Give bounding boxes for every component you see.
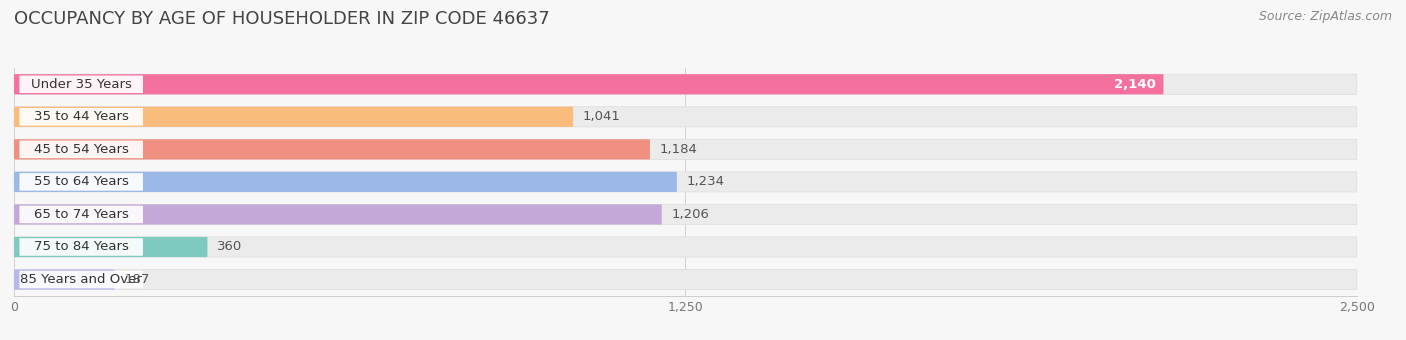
Text: 187: 187 xyxy=(124,273,149,286)
FancyBboxPatch shape xyxy=(20,140,143,158)
FancyBboxPatch shape xyxy=(20,173,143,191)
FancyBboxPatch shape xyxy=(20,271,143,288)
FancyBboxPatch shape xyxy=(14,107,574,127)
Text: 360: 360 xyxy=(217,240,242,254)
FancyBboxPatch shape xyxy=(14,269,1357,290)
FancyBboxPatch shape xyxy=(14,74,1357,95)
Text: Source: ZipAtlas.com: Source: ZipAtlas.com xyxy=(1258,10,1392,23)
FancyBboxPatch shape xyxy=(14,269,114,290)
Text: 65 to 74 Years: 65 to 74 Years xyxy=(34,208,128,221)
Text: 1,184: 1,184 xyxy=(659,143,697,156)
Text: 35 to 44 Years: 35 to 44 Years xyxy=(34,110,128,123)
FancyBboxPatch shape xyxy=(14,107,1357,127)
Text: 1,234: 1,234 xyxy=(686,175,724,188)
FancyBboxPatch shape xyxy=(14,237,1357,257)
Text: 55 to 64 Years: 55 to 64 Years xyxy=(34,175,128,188)
FancyBboxPatch shape xyxy=(14,172,1357,192)
Text: 85 Years and Over: 85 Years and Over xyxy=(20,273,142,286)
FancyBboxPatch shape xyxy=(14,139,650,159)
FancyBboxPatch shape xyxy=(14,204,1357,224)
Text: 45 to 54 Years: 45 to 54 Years xyxy=(34,143,128,156)
Text: 1,206: 1,206 xyxy=(672,208,710,221)
FancyBboxPatch shape xyxy=(20,238,143,256)
FancyBboxPatch shape xyxy=(20,108,143,125)
Text: OCCUPANCY BY AGE OF HOUSEHOLDER IN ZIP CODE 46637: OCCUPANCY BY AGE OF HOUSEHOLDER IN ZIP C… xyxy=(14,10,550,28)
FancyBboxPatch shape xyxy=(20,206,143,223)
FancyBboxPatch shape xyxy=(20,75,143,93)
FancyBboxPatch shape xyxy=(14,204,662,224)
Text: 2,140: 2,140 xyxy=(1114,78,1156,91)
FancyBboxPatch shape xyxy=(14,237,208,257)
Text: 1,041: 1,041 xyxy=(583,110,620,123)
FancyBboxPatch shape xyxy=(14,74,1163,95)
FancyBboxPatch shape xyxy=(14,172,676,192)
FancyBboxPatch shape xyxy=(14,139,1357,159)
Text: 75 to 84 Years: 75 to 84 Years xyxy=(34,240,128,254)
Text: Under 35 Years: Under 35 Years xyxy=(31,78,132,91)
